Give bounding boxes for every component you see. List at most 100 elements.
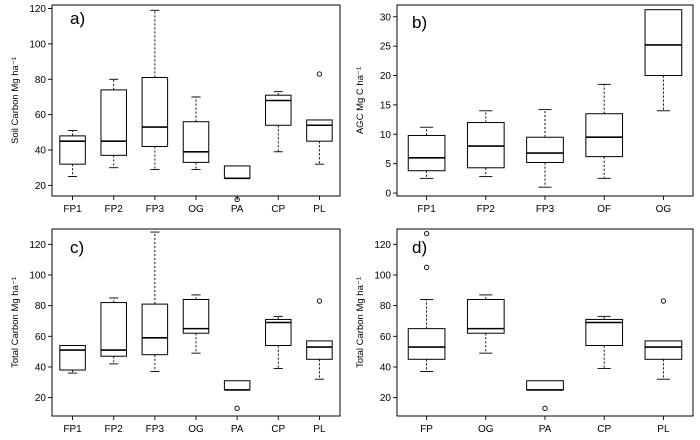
x-tick-label: OG: [478, 424, 494, 435]
x-tick-label: FP3: [146, 204, 165, 215]
box-og: [644, 9, 683, 112]
box-pa: [526, 380, 564, 411]
x-tick-label: OG: [188, 424, 204, 435]
box-iqr: [407, 328, 446, 360]
x-tick-label: PA: [231, 204, 244, 215]
box-fp3: [141, 231, 169, 372]
outlier-point: [423, 230, 430, 237]
x-tick-label: FP: [420, 424, 433, 435]
box-iqr: [223, 380, 251, 391]
x-tick-label: FP1: [63, 424, 82, 435]
y-tick-label: 20: [380, 71, 392, 82]
y-tick-label: 5: [385, 159, 391, 170]
chart-panel-4: d) 20 40 60 80 100 120 Total Carbon Mg ha⁻¹ FP OG…: [355, 228, 694, 435]
x-tick-label: OG: [188, 204, 204, 215]
box-iqr: [526, 136, 564, 164]
box-fp2: [466, 110, 505, 178]
x-tick-label: PL: [657, 424, 670, 435]
box-iqr: [100, 89, 127, 156]
y-tick-label: 100: [374, 270, 391, 281]
outlier-point: [316, 71, 323, 77]
panel-label: c): [70, 238, 84, 257]
y-tick-label: 20: [380, 393, 392, 404]
box-iqr: [466, 299, 505, 334]
box-pl: [306, 298, 333, 380]
box-pl: [306, 71, 333, 165]
box-iqr: [644, 340, 683, 360]
box-fp2: [100, 78, 127, 169]
box-iqr: [182, 299, 210, 334]
x-tick-label: FP2: [105, 424, 124, 435]
y-tick-label: 10: [380, 130, 392, 141]
y-axis-label: Total Carbon Mg ha⁻¹: [355, 277, 366, 368]
box-og: [466, 294, 505, 354]
panel-label: a): [70, 9, 85, 28]
box-pl: [644, 298, 683, 380]
y-tick-label: 100: [29, 39, 46, 50]
box-fp1: [59, 344, 86, 374]
box-fp1: [407, 126, 446, 179]
box-pa: [223, 165, 251, 203]
x-tick-label: PL: [313, 424, 326, 435]
y-axis-label: Total Carbon Mg ha⁻¹: [10, 277, 21, 368]
outlier-point: [423, 264, 430, 270]
y-tick-label: 80: [35, 75, 47, 86]
y-axis-label: Soil Carbon Mg ha⁻¹: [10, 57, 21, 144]
box-pa: [223, 380, 251, 411]
box-iqr: [59, 135, 86, 165]
y-tick-label: 120: [29, 240, 46, 251]
y-tick-label: 60: [380, 332, 392, 343]
y-tick-label: 80: [35, 301, 47, 312]
y-tick-label: 25: [380, 42, 392, 53]
y-tick-label: 40: [380, 362, 392, 373]
box-iqr: [100, 302, 127, 357]
x-tick-label: CP: [597, 424, 611, 435]
box-iqr: [306, 119, 333, 142]
box-fp3: [141, 9, 169, 170]
box-iqr: [182, 121, 210, 163]
box-fp1: [59, 130, 86, 177]
chart-panel-2: b) 0 5 10 15 20 25 30 AGC Mg C ha⁻¹ FP1 FP2 FP3 OF OG: [355, 4, 694, 215]
box-og: [182, 294, 210, 354]
y-tick-label: 15: [380, 100, 392, 111]
outlier-point: [660, 298, 667, 304]
y-tick-label: 80: [380, 301, 392, 312]
y-tick-label: 40: [35, 362, 47, 373]
x-tick-label: CP: [271, 204, 285, 215]
box-og: [182, 96, 210, 170]
box-cp: [585, 315, 624, 369]
box-iqr: [585, 318, 624, 346]
x-tick-label: FP3: [536, 204, 555, 215]
x-tick-label: PA: [539, 424, 552, 435]
x-tick-label: FP2: [105, 204, 124, 215]
y-tick-label: 100: [29, 270, 46, 281]
chart-panel-3: c) 20 40 60 80 100 120 Total Carbon Mg ha⁻¹ FP1 F…: [10, 228, 341, 435]
box-iqr: [141, 303, 169, 356]
outlier-point: [542, 405, 548, 411]
y-tick-label: 40: [35, 146, 47, 157]
box-iqr: [466, 122, 505, 169]
y-tick-label: 60: [35, 110, 47, 121]
x-tick-label: CP: [271, 424, 285, 435]
box-iqr: [59, 344, 86, 371]
y-tick-label: 120: [29, 4, 46, 15]
box-iqr: [265, 318, 292, 346]
y-tick-label: 60: [35, 332, 47, 343]
box-iqr: [585, 113, 624, 158]
x-tick-label: OF: [597, 204, 611, 215]
x-tick-label: FP3: [146, 424, 165, 435]
y-tick-label: 30: [380, 12, 392, 23]
box-fp3: [526, 109, 564, 188]
box-iqr: [526, 380, 564, 391]
y-tick-label: 20: [35, 181, 47, 192]
outlier-point: [316, 298, 323, 304]
box-iqr: [644, 9, 683, 77]
panel-label: b): [412, 13, 427, 32]
y-tick-label: 0: [385, 189, 391, 200]
box-iqr: [141, 77, 169, 147]
y-axis-label: AGC Mg C ha⁻¹: [355, 67, 366, 134]
x-tick-label: OG: [656, 204, 672, 215]
y-tick-label: 120: [374, 240, 391, 251]
x-tick-label: FP1: [417, 204, 436, 215]
